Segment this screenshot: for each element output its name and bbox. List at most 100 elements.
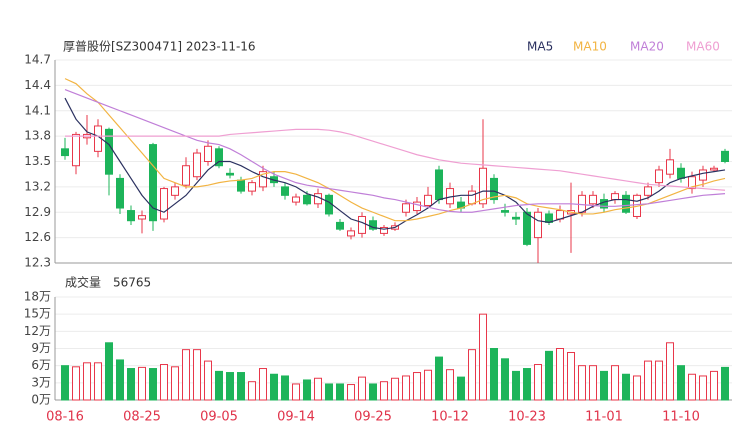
candle-body (655, 169, 663, 184)
volume-bar (721, 366, 729, 401)
y-tick-label: 13.2 (24, 179, 51, 193)
y-tick-label: 3万 (31, 375, 51, 389)
candle-body (204, 145, 212, 162)
y-tick-label: 13.8 (24, 129, 51, 143)
candle-body (116, 177, 124, 209)
x-tick-label: 10-12 (431, 410, 469, 425)
candle-body (160, 188, 168, 220)
volume-bar (138, 366, 146, 401)
volume-bar (226, 372, 234, 401)
volume-bar (215, 370, 223, 401)
ma-line (64, 89, 726, 213)
candle-body (215, 148, 223, 167)
volume-bar (545, 350, 553, 401)
volume-bar (369, 383, 377, 401)
volume-bar (248, 381, 256, 401)
candle-body (512, 216, 520, 220)
volume-bar (490, 348, 498, 401)
volume-bar (457, 376, 465, 401)
volume-bar (688, 373, 696, 401)
candle-body (666, 159, 674, 175)
volume-bar (644, 360, 652, 401)
candle-body (699, 169, 707, 181)
x-tick-label: 11-01 (585, 410, 623, 425)
y-tick-label: 14.4 (24, 78, 51, 92)
candle-body (248, 182, 256, 192)
volume-bar (292, 383, 300, 401)
candle-body (622, 194, 630, 213)
candle-body (468, 190, 476, 205)
volume-bar (182, 349, 190, 401)
y-tick-label: 12万 (24, 324, 51, 338)
volume-bar (105, 342, 113, 401)
y-tick-label: 6万 (31, 358, 51, 372)
volume-bar (61, 365, 69, 401)
y-tick-label: 18万 (24, 290, 51, 304)
ma-line (64, 97, 726, 230)
volume-bar (479, 313, 487, 401)
ma-line (64, 78, 726, 222)
volume-bar (446, 369, 454, 401)
volume-bar (523, 368, 531, 401)
volume-bar (149, 368, 157, 401)
candle-body (578, 194, 586, 213)
candle-body (589, 194, 597, 205)
candle-body (501, 210, 509, 213)
y-tick-label: 9万 (31, 341, 51, 355)
candle-body (688, 176, 696, 190)
candle-body (193, 152, 201, 178)
volume-bar (325, 383, 333, 401)
candle-body (127, 210, 135, 222)
volume-bar (160, 364, 168, 401)
volume-bar (314, 377, 322, 401)
volume-bar (501, 358, 509, 401)
candle-body (380, 226, 388, 234)
candle-body (292, 196, 300, 203)
volume-bar (347, 384, 355, 401)
y-tick-label: 12.3 (24, 256, 51, 270)
candle-body (138, 215, 146, 220)
y-tick-label: 14.1 (24, 103, 51, 117)
candle-body (303, 194, 311, 205)
candle-body (149, 144, 157, 222)
candle-body (644, 186, 652, 196)
candle-body (677, 167, 685, 179)
volume-bar (127, 368, 135, 401)
volume-bar (171, 366, 179, 401)
legend-label: MA5 (527, 40, 553, 54)
volume-bar (468, 349, 476, 401)
volume-bar (281, 375, 289, 401)
volume-bar (600, 370, 608, 401)
x-tick-label: 10-23 (508, 410, 546, 425)
volume-bar (622, 373, 630, 401)
candle-body (721, 150, 729, 163)
legend-label: MA20 (630, 40, 664, 54)
candle-body (710, 167, 718, 171)
x-tick-label: 11-10 (662, 410, 700, 425)
y-tick-label: 12.6 (24, 230, 51, 244)
volume-bar (666, 342, 674, 401)
candle-body (534, 211, 542, 239)
volume-bar (556, 348, 564, 401)
volume-bar (699, 375, 707, 401)
latest-volume: 56765 (113, 276, 151, 290)
candle-body (226, 172, 234, 176)
candle-body (424, 194, 432, 206)
volume-bar (72, 366, 80, 401)
volume-bar (534, 364, 542, 401)
volume-bar (193, 349, 201, 401)
volume-bar (589, 365, 597, 401)
volume-bar (358, 376, 366, 401)
volume-bar (413, 372, 421, 401)
volume-bar (391, 377, 399, 401)
candle-body (281, 186, 289, 196)
volume-bar (611, 365, 619, 401)
volume-bar (512, 370, 520, 401)
candle-body (490, 177, 498, 201)
volume-bar (336, 383, 344, 401)
candle-body (182, 165, 190, 186)
x-tick-label: 08-25 (123, 410, 161, 425)
volume-bar (204, 360, 212, 401)
volume-bar (380, 381, 388, 401)
volume-bar (633, 375, 641, 401)
